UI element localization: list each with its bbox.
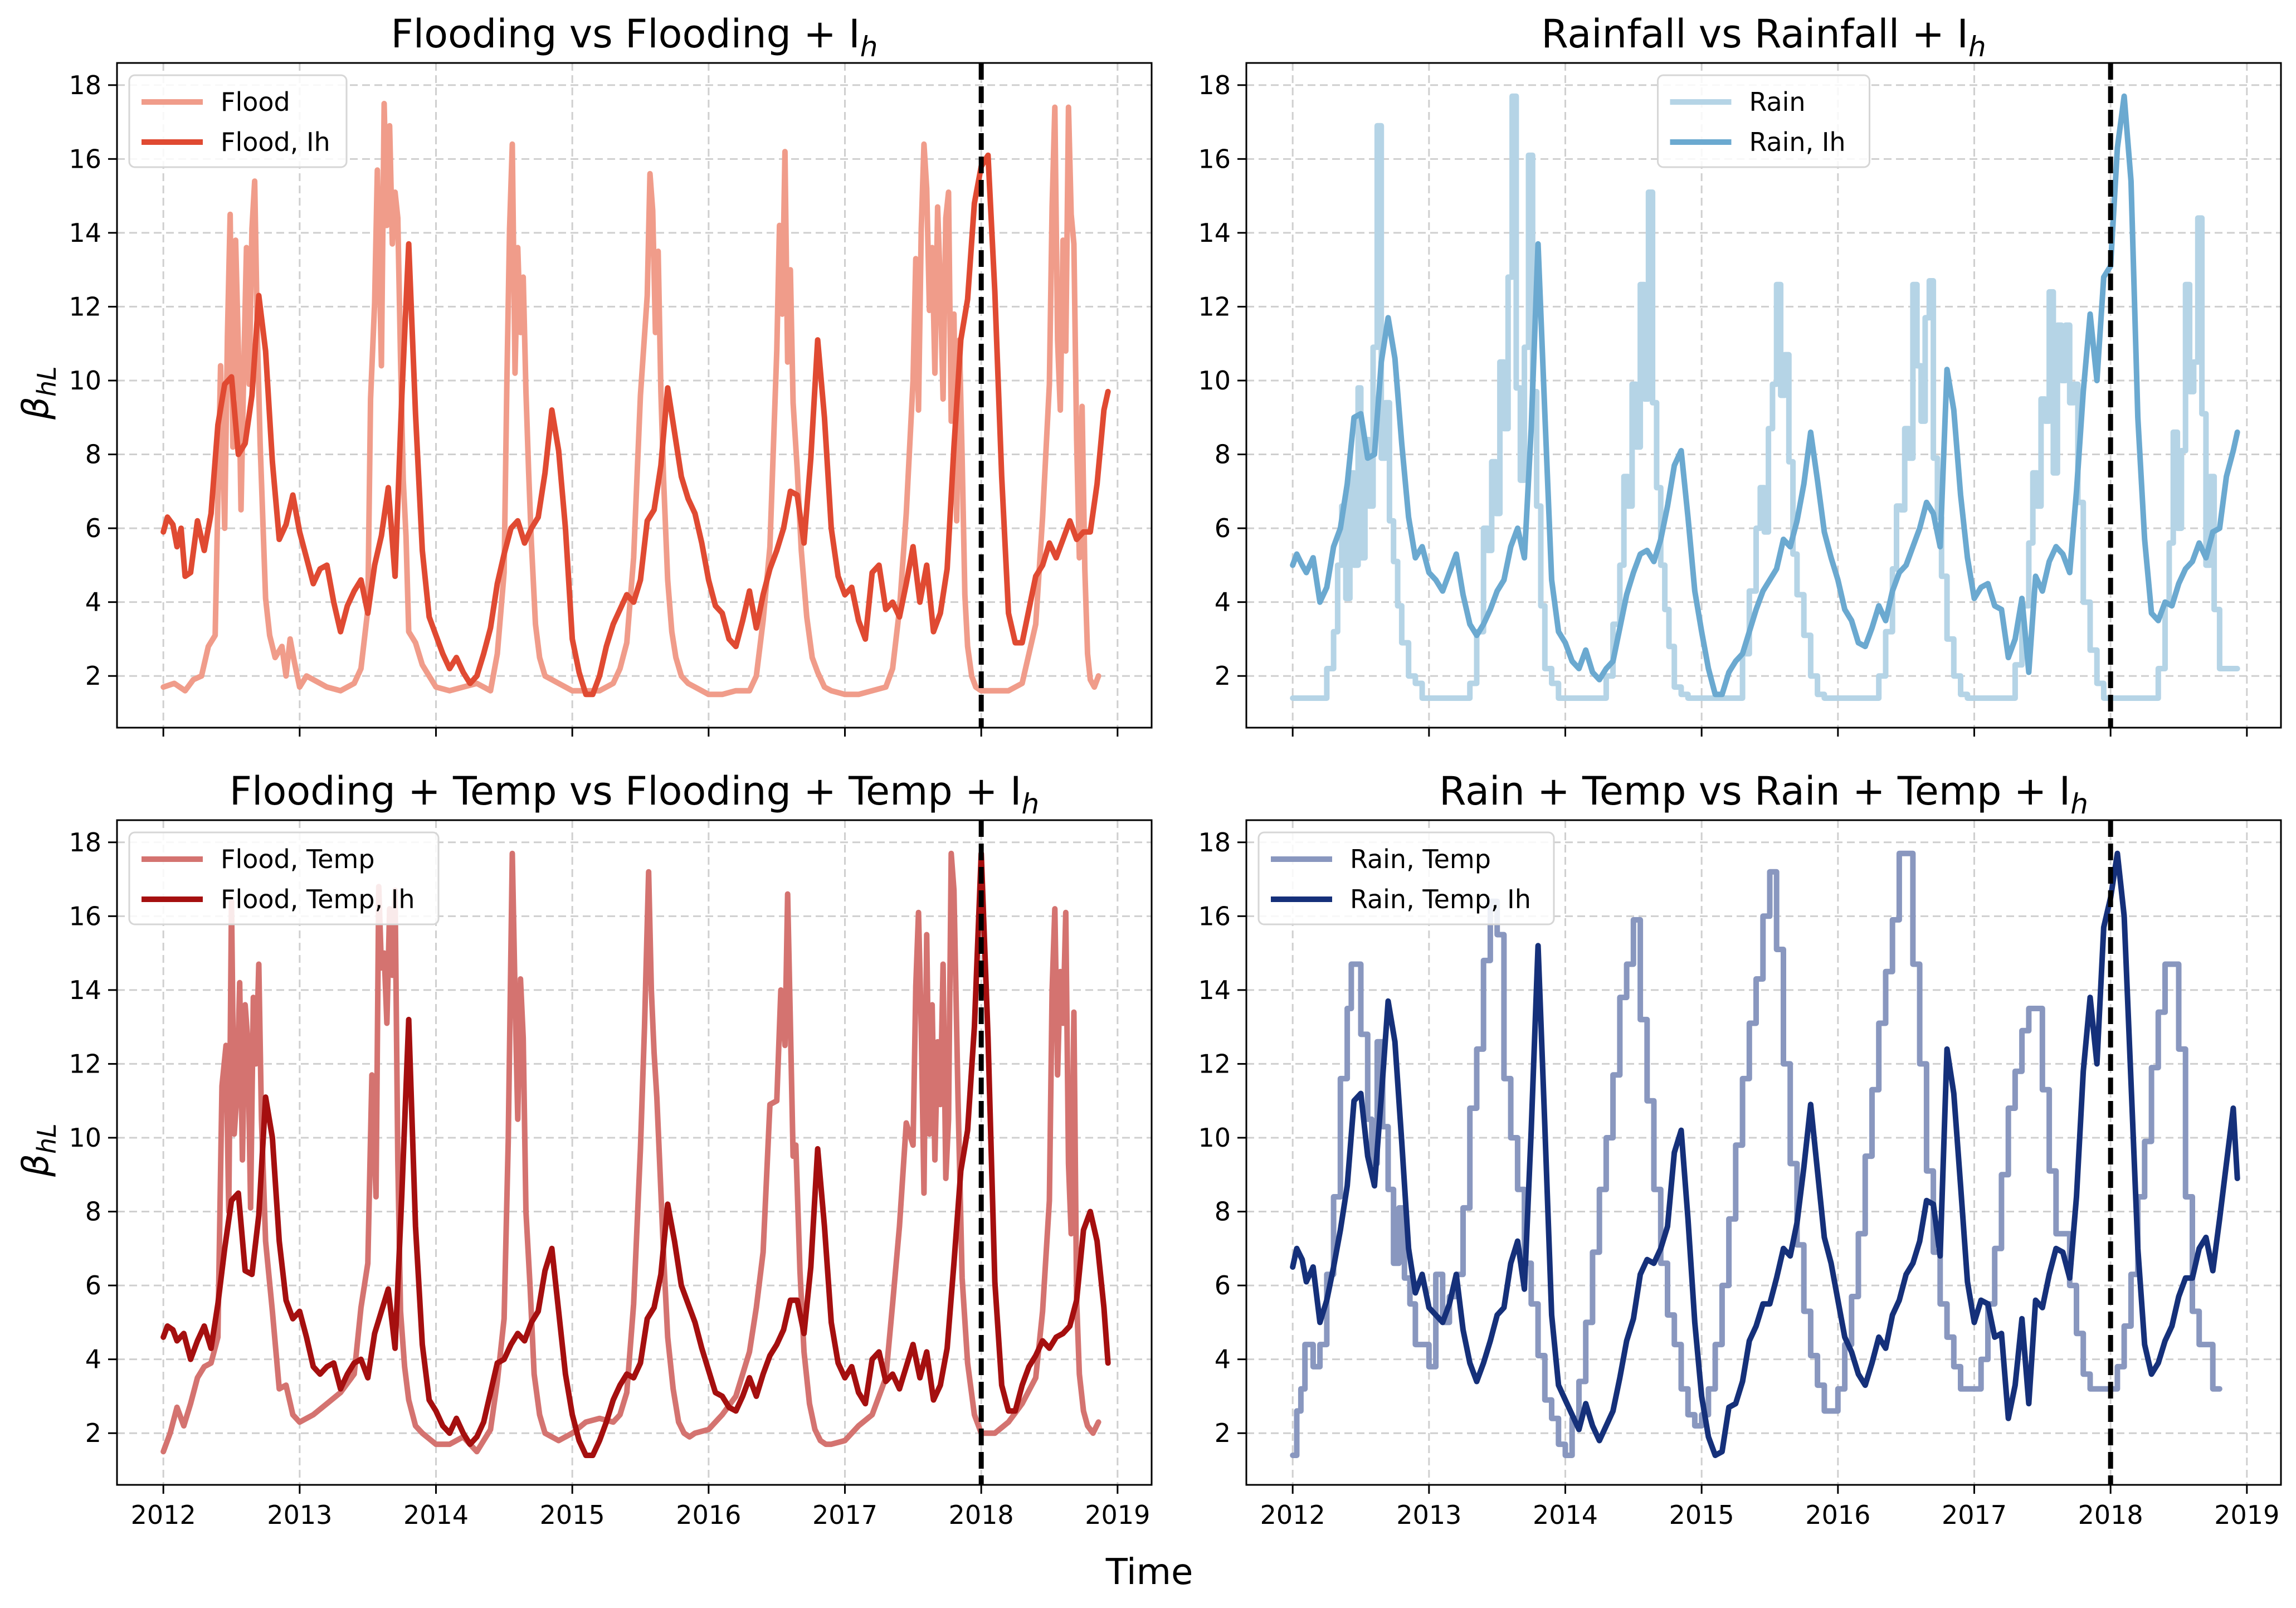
subplot-title: Flooding vs Flooding + Ih: [391, 11, 878, 63]
x-tick-label: 2016: [676, 1500, 741, 1530]
x-tick-label: 2013: [1396, 1500, 1461, 1530]
y-tick-label: 16: [1198, 144, 1231, 174]
x-tick-label: 2012: [131, 1500, 196, 1530]
y-tick-label: 6: [85, 1270, 101, 1300]
y-tick-label: 14: [69, 218, 101, 248]
y-tick-label: 8: [1215, 440, 1231, 470]
legend-label: Rain, Temp: [1350, 844, 1491, 874]
subplot-grid: Flooding vs Flooding + Ih24681012141618F…: [69, 11, 2282, 1530]
y-tick-label: 4: [1215, 1344, 1231, 1375]
y-tick-label: 10: [1198, 366, 1231, 396]
y-tick-label: 18: [1198, 827, 1231, 857]
y-tick-label: 10: [69, 1123, 101, 1153]
axes-frame: [116, 62, 1153, 729]
x-tick-label: 2019: [1085, 1500, 1150, 1530]
x-tick-label: 2014: [1533, 1500, 1598, 1530]
y-tick-label: 12: [69, 291, 101, 321]
y-axis-label-top: βhL: [16, 366, 62, 420]
subplot-title: Rainfall vs Rainfall + Ih: [1541, 11, 1986, 63]
plot-area: [1290, 850, 2240, 1458]
legend: Rain, Temp Rain, Temp, Ih: [1257, 831, 1555, 925]
y-tick-label: 2: [85, 1418, 101, 1448]
x-tick-label: 2017: [1942, 1500, 2007, 1530]
y-tick-label: 14: [69, 975, 101, 1005]
y-tick-label: 2: [1215, 1418, 1231, 1448]
y-tick-label: 4: [1215, 587, 1231, 617]
x-tick-label: 2014: [403, 1500, 469, 1530]
subplot-title: Flooding + Temp vs Flooding + Temp + Ih: [230, 768, 1039, 820]
y-tick-label: 10: [1198, 1123, 1231, 1153]
plot-area: [160, 100, 1111, 698]
subplot-4: Rain + Temp vs Rain + Temp + Ih 2 4 6 8 10 12 1…: [1198, 768, 2282, 1530]
series-line-1: [1290, 93, 2240, 701]
series-line-1: [160, 850, 1101, 1455]
legend: Flood Flood, Ih: [128, 74, 348, 168]
series-line-2: [1290, 850, 2240, 1458]
y-tick-label: 2: [1215, 661, 1231, 691]
y-tick-label: 12: [69, 1049, 101, 1079]
plot-area: [1290, 93, 2240, 701]
x-tick-label: 2015: [1669, 1500, 1734, 1530]
y-tick-label: 10: [69, 366, 101, 396]
legend-label: Flood, Temp: [221, 844, 375, 874]
series-line-2: [160, 850, 1111, 1458]
subplot-3: Flooding + Temp vs Flooding + Temp + Ih 2…: [69, 768, 1153, 1530]
y-tick-label: 8: [85, 440, 101, 470]
y-tick-label: 2: [85, 661, 101, 691]
y-tick-label: 16: [69, 144, 101, 174]
series-line-2: [160, 152, 1111, 698]
axes-frame: [1245, 62, 2282, 729]
legend-label: Flood, Temp, Ih: [221, 884, 415, 914]
legend: Rain Rain, Ih: [1657, 74, 1870, 168]
y-tick-label: 14: [1198, 218, 1231, 248]
y-tick-label: 12: [1198, 291, 1231, 321]
x-tick-label: 2013: [267, 1500, 332, 1530]
y-tick-label: 14: [1198, 975, 1231, 1005]
x-tick-label: 2017: [812, 1500, 878, 1530]
axes-frame: [1245, 819, 2282, 1486]
legend: Flood, Temp Flood, Temp, Ih: [128, 831, 440, 925]
series-line-1: [160, 100, 1101, 698]
legend-label: Rain: [1749, 87, 1806, 117]
y-tick-label: 18: [69, 827, 101, 857]
y-tick-label: 4: [85, 1344, 101, 1375]
y-tick-label: 18: [1198, 70, 1231, 100]
y-tick-label: 18: [69, 70, 101, 100]
y-tick-label: 6: [1215, 1270, 1231, 1300]
subplot-1: Flooding vs Flooding + Ih 2 4 6 8 10 12 14 16 18 F…: [69, 11, 1153, 737]
legend-box: [128, 831, 440, 925]
plot-area: [160, 850, 1111, 1458]
y-tick-label: 6: [1215, 513, 1231, 543]
legend-label: Rain, Ih: [1749, 127, 1846, 157]
legend-label: Rain, Temp, Ih: [1350, 884, 1531, 914]
y-tick-label: 16: [69, 901, 101, 931]
y-tick-label: 6: [85, 513, 101, 543]
x-tick-label: 2016: [1805, 1500, 1870, 1530]
axes-frame: [116, 819, 1153, 1486]
series-line-1: [1290, 850, 2222, 1458]
x-tick-label: 2019: [2214, 1500, 2279, 1530]
subplot-title: Rain + Temp vs Rain + Temp + Ih: [1439, 768, 2088, 820]
y-tick-label: 8: [85, 1197, 101, 1227]
x-tick-label: 2018: [949, 1500, 1014, 1530]
x-tick-label: 2012: [1260, 1500, 1325, 1530]
x-tick-label: 2018: [2078, 1500, 2143, 1530]
y-tick-label: 16: [1198, 901, 1231, 931]
y-axis-label-bottom: βhL: [16, 1123, 62, 1177]
y-tick-label: 12: [1198, 1049, 1231, 1079]
x-tick-label: 2015: [540, 1500, 605, 1530]
y-tick-label: 4: [85, 587, 101, 617]
y-tick-label: 8: [1215, 1197, 1231, 1227]
x-axis-label: Time: [1105, 1552, 1193, 1593]
subplot-2: Rainfall vs Rainfall + Ih 2 4 6 8 10 12 14 16 18 R…: [1198, 11, 2282, 737]
legend-label: Flood: [221, 87, 290, 117]
legend-label: Flood, Ih: [221, 127, 330, 157]
series-line-2: [1290, 93, 2240, 698]
legend-box: [1257, 831, 1555, 925]
